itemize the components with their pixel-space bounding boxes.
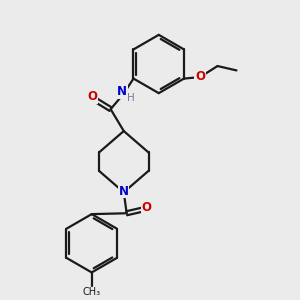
Text: O: O <box>87 90 97 103</box>
Text: N: N <box>117 85 127 98</box>
Text: CH₃: CH₃ <box>82 287 101 297</box>
Text: O: O <box>195 70 205 83</box>
Text: H: H <box>127 93 135 103</box>
Text: O: O <box>142 201 152 214</box>
Text: N: N <box>119 185 129 198</box>
